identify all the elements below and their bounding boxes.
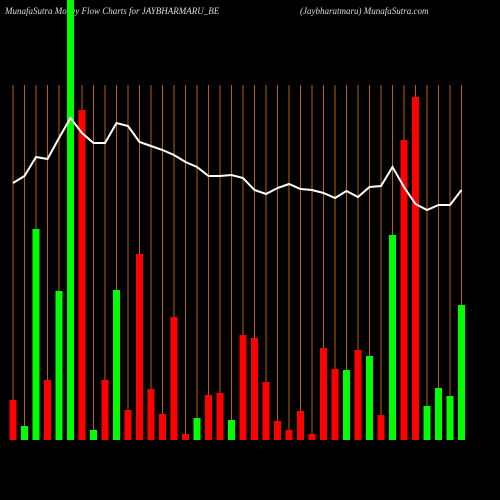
bar bbox=[170, 317, 178, 440]
bar bbox=[377, 415, 385, 440]
bar bbox=[113, 290, 120, 440]
bar bbox=[331, 369, 339, 440]
bar bbox=[274, 421, 281, 440]
bar bbox=[446, 396, 454, 440]
bar bbox=[44, 380, 51, 440]
bar bbox=[412, 97, 419, 440]
bar bbox=[458, 305, 465, 440]
money-flow-line bbox=[12, 116, 463, 212]
bar bbox=[67, 0, 74, 440]
bar bbox=[423, 406, 431, 440]
bar bbox=[343, 370, 350, 440]
bar bbox=[9, 400, 17, 440]
bar bbox=[32, 229, 40, 440]
chart-title: MunafaSutra Money Flow Charts for JAYBHA… bbox=[4, 6, 220, 16]
bar bbox=[239, 335, 247, 440]
bar bbox=[90, 430, 97, 440]
bar bbox=[251, 338, 258, 440]
bar bbox=[228, 420, 235, 440]
bar bbox=[285, 430, 293, 440]
bar bbox=[182, 434, 189, 440]
bar bbox=[101, 380, 109, 440]
bar bbox=[366, 356, 373, 440]
bar bbox=[21, 426, 28, 440]
chart-subtitle: (Jaybharatmaru) MunafaSutra.com bbox=[300, 6, 429, 16]
bar bbox=[136, 254, 143, 440]
bar bbox=[297, 411, 304, 440]
bar bbox=[159, 414, 166, 440]
bar bbox=[205, 395, 212, 440]
bar bbox=[216, 393, 224, 440]
bar bbox=[147, 389, 155, 440]
bar bbox=[389, 235, 396, 440]
bar bbox=[354, 350, 362, 440]
bar bbox=[262, 382, 270, 440]
bar bbox=[78, 110, 86, 440]
bar bbox=[320, 348, 327, 440]
bar bbox=[308, 434, 316, 440]
bar bbox=[400, 140, 408, 440]
bar bbox=[193, 418, 201, 440]
bar bbox=[55, 291, 63, 440]
bar bbox=[435, 388, 442, 440]
bar bbox=[124, 410, 132, 440]
